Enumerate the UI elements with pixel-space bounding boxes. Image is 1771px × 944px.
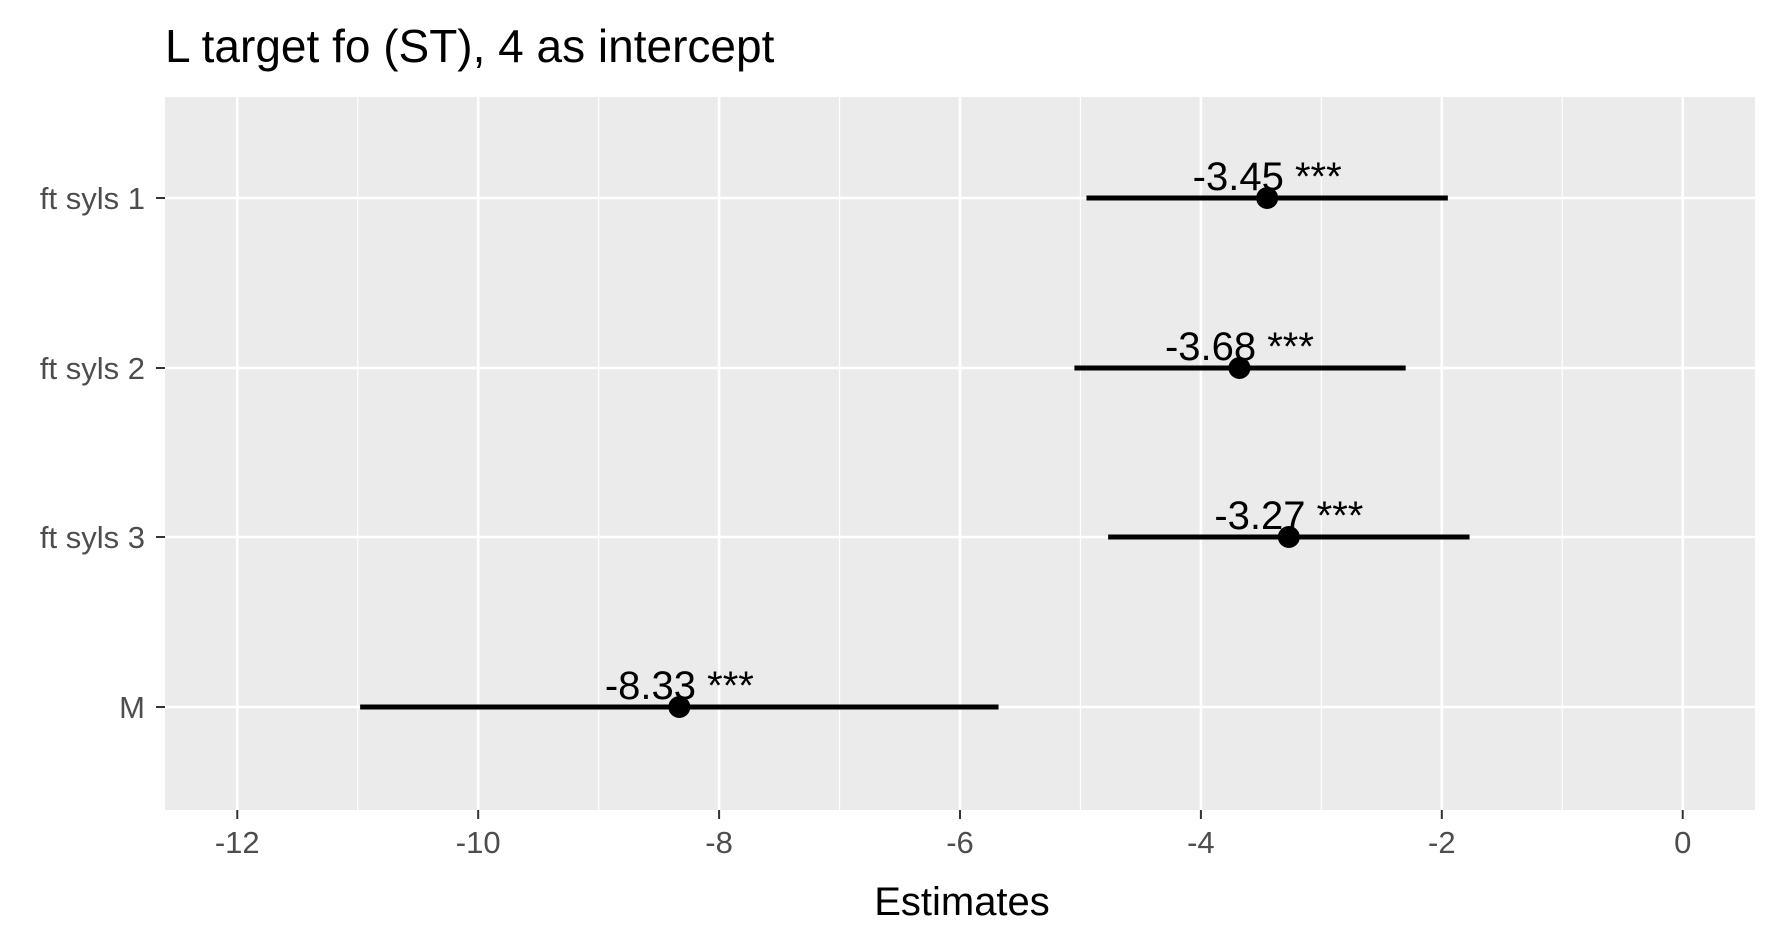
x-tick-label: -2	[1428, 825, 1456, 860]
estimate-point	[1277, 526, 1300, 548]
major-gridlines	[165, 97, 1755, 810]
y-axis: ft syls 1 ft syls 2 ft syls 3 M	[40, 181, 165, 725]
x-tick-label: -4	[1187, 825, 1215, 860]
estimate-point	[1256, 187, 1279, 209]
estimate-points	[668, 187, 1300, 718]
x-tick-label: -12	[215, 825, 260, 860]
x-tick-label: 0	[1674, 825, 1691, 860]
estimate-labels: -3.45 *** -3.68 *** -3.27 *** -8.33 ***	[605, 155, 1363, 708]
y-tick-label: ft syls 3	[40, 520, 145, 555]
chart-title: L target fo (ST), 4 as intercept	[165, 20, 775, 72]
x-tick-label: -6	[946, 825, 974, 860]
y-tick-label: M	[119, 690, 145, 725]
estimate-label: -3.45 ***	[1193, 155, 1342, 199]
x-axis: -12 -10 -8 -6 -4 -2 0	[215, 810, 1691, 860]
estimate-point	[1228, 357, 1251, 379]
estimate-label: -3.68 ***	[1165, 325, 1314, 369]
minor-gridlines	[357, 97, 1563, 810]
y-tick-label: ft syls 1	[40, 181, 145, 216]
y-tick-label: ft syls 2	[40, 351, 145, 386]
x-axis-title: Estimates	[874, 880, 1050, 924]
estimate-label: -3.27 ***	[1214, 494, 1363, 538]
x-tick-label: -10	[456, 825, 501, 860]
estimate-label: -8.33 ***	[605, 664, 754, 708]
estimate-point	[668, 696, 691, 718]
x-tick-label: -8	[705, 825, 733, 860]
